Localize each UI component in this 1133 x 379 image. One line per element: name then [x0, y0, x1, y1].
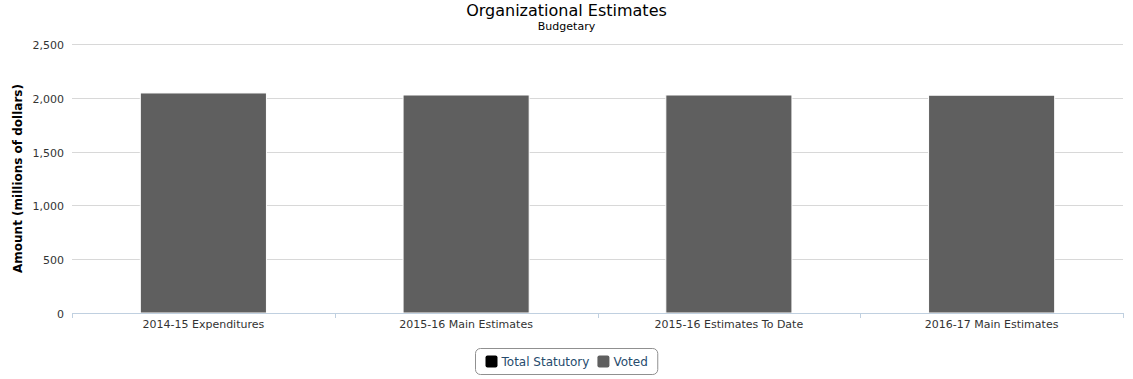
y-tick-label: 2,500	[33, 39, 65, 52]
y-tick-label: 0	[57, 308, 64, 321]
x-tick	[335, 313, 336, 318]
subtitle: Budgetary	[538, 20, 596, 33]
grid-line	[72, 313, 1123, 314]
x-tick	[1123, 313, 1124, 318]
bar	[666, 95, 792, 96]
legend: Total Statutory Voted	[476, 349, 658, 375]
title: Organizational Estimates	[466, 1, 667, 20]
bar	[403, 95, 529, 313]
bar	[140, 92, 266, 93]
bar	[403, 95, 529, 96]
bar	[140, 93, 266, 313]
legend-swatch	[486, 356, 498, 368]
chart-container: Organizational EstimatesBudgetary Amount …	[0, 0, 1133, 379]
legend-label: Total Statutory	[501, 355, 590, 369]
y-axis-label: Amount (millions of dollars)	[11, 84, 25, 273]
bar	[929, 95, 1055, 96]
legend-swatch	[597, 356, 609, 368]
grid-line	[72, 44, 1123, 45]
x-tick-label: 2016-17 Main Estimates	[925, 318, 1059, 331]
x-tick-label: 2015-16 Main Estimates	[399, 318, 533, 331]
x-tick	[72, 313, 73, 318]
y-tick-label: 2,000	[33, 93, 65, 106]
y-tick-label: 1,000	[33, 200, 65, 213]
x-tick	[598, 313, 599, 318]
bars	[140, 93, 1054, 313]
x-tick-label: 2015-16 Estimates To Date	[655, 318, 804, 331]
grid	[72, 45, 1123, 314]
x-tick-label: 2014-15 Expenditures	[143, 318, 265, 331]
y-tick-label: 1,500	[33, 147, 65, 160]
bar	[666, 95, 792, 313]
y-tick-label: 500	[43, 254, 64, 267]
bar	[929, 95, 1055, 313]
legend-label: Voted	[613, 355, 647, 369]
chart-svg: Organizational EstimatesBudgetary Amount …	[0, 0, 1133, 379]
x-tick	[860, 313, 861, 318]
x-axis-line	[72, 313, 1123, 314]
legend-box	[476, 349, 658, 375]
